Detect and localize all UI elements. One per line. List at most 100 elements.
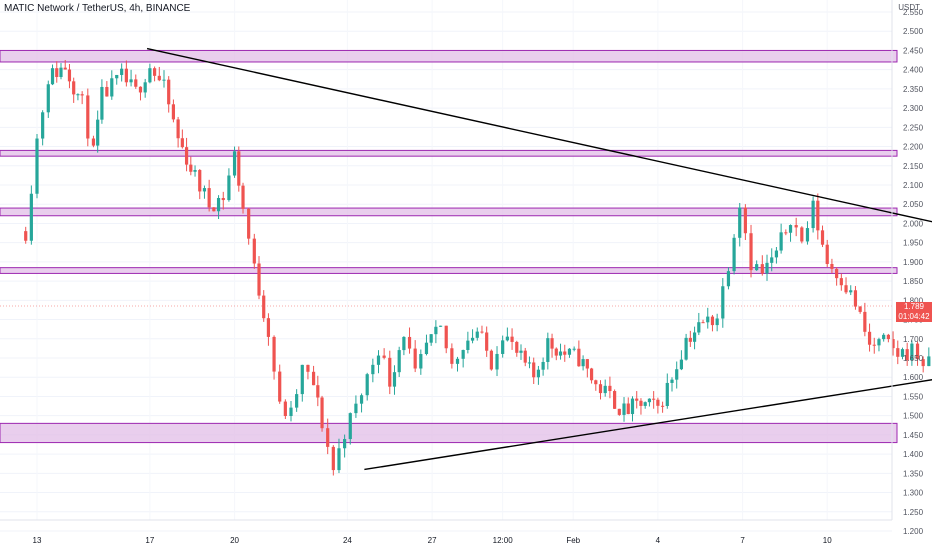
- candle-body: [424, 342, 429, 355]
- y-tick-label: 1.200: [903, 527, 924, 536]
- candle-body: [429, 334, 433, 343]
- candle-body: [382, 355, 386, 358]
- candle-body: [35, 138, 39, 194]
- candle-body: [311, 371, 316, 386]
- candle-body: [152, 68, 157, 76]
- candle-body: [738, 207, 742, 238]
- candle-body: [148, 68, 152, 83]
- candle-body: [359, 395, 364, 404]
- candle-body: [572, 348, 576, 350]
- candle-body: [124, 68, 128, 83]
- candle-body: [523, 350, 527, 363]
- y-axis[interactable]: 2.550 2.500 2.450 2.400 2.350 2.300 2.250 2.200…: [903, 8, 924, 536]
- candle-body: [283, 401, 287, 417]
- candle-body: [392, 372, 397, 387]
- candle-body: [76, 94, 80, 96]
- zone: [0, 267, 898, 274]
- y-tick-label: 1.300: [903, 489, 924, 498]
- candle-body: [326, 428, 330, 447]
- y-tick-label: 2.400: [903, 66, 924, 75]
- candle-body: [639, 400, 643, 406]
- candle-body: [770, 257, 774, 263]
- candle-body: [910, 343, 914, 361]
- zone: [0, 207, 898, 217]
- candle-body: [316, 385, 320, 398]
- candle-body: [120, 68, 124, 75]
- candle-body: [721, 286, 725, 319]
- candle-body: [434, 326, 438, 335]
- x-tick-label: 12:00: [493, 536, 514, 545]
- candle-body: [594, 380, 598, 385]
- candle-body: [80, 94, 84, 96]
- candle-body: [371, 364, 375, 375]
- candle-body: [541, 361, 545, 370]
- candle-body: [495, 353, 499, 370]
- candle-body: [811, 200, 815, 229]
- candle-body: [29, 193, 33, 241]
- zone: [0, 49, 898, 63]
- candle-body: [157, 75, 161, 81]
- candle-body: [171, 104, 176, 120]
- y-tick-label: 2.350: [903, 85, 924, 94]
- y-tick-label: 2.300: [903, 104, 924, 113]
- candle-body: [470, 337, 475, 341]
- candle-body: [660, 405, 665, 407]
- candle-body: [794, 225, 798, 228]
- candle-body: [227, 175, 231, 201]
- candle-body: [257, 263, 261, 296]
- y-tick-label: 2.200: [903, 143, 924, 152]
- currency-unit: USDT: [898, 3, 920, 12]
- candle-body: [295, 394, 299, 408]
- trendline: [364, 379, 932, 471]
- candle-body: [853, 290, 858, 307]
- candle-body: [891, 339, 895, 349]
- candle-body: [24, 231, 28, 241]
- candle-body: [72, 81, 76, 95]
- candle-body: [820, 230, 825, 245]
- candle-body: [110, 78, 114, 97]
- candle-body: [598, 384, 603, 394]
- candle-body: [554, 348, 558, 356]
- candle-body: [788, 225, 793, 233]
- candle-body: [505, 336, 509, 341]
- candle-body: [86, 95, 90, 139]
- y-tick-label: 1.900: [903, 258, 924, 267]
- candle-body: [221, 197, 225, 201]
- y-tick-label: 2.500: [903, 27, 924, 36]
- candle-body: [635, 398, 639, 401]
- candle-body: [402, 336, 406, 351]
- candle-body: [100, 86, 104, 120]
- candle-body: [67, 69, 72, 82]
- candle-body: [438, 325, 443, 327]
- candle-body: [613, 391, 617, 409]
- candle-body: [765, 262, 769, 274]
- candle-body: [536, 369, 541, 378]
- candle-body: [692, 332, 697, 342]
- candle-body: [626, 403, 630, 415]
- candle-body: [176, 119, 180, 139]
- candle-body: [59, 67, 63, 78]
- candle-body: [475, 331, 479, 338]
- x-tick-label: 24: [343, 536, 352, 545]
- candle-body: [348, 413, 352, 440]
- candle-body: [510, 336, 514, 342]
- candle-body: [882, 334, 886, 340]
- candle-body: [419, 354, 423, 369]
- y-tick-label: 2.450: [903, 46, 924, 55]
- candle-body: [466, 340, 470, 351]
- y-tick-label: 1.450: [903, 431, 924, 440]
- x-tick-label: Feb: [566, 536, 580, 545]
- candle-body: [900, 349, 905, 357]
- y-tick-label: 2.000: [903, 219, 924, 228]
- candle-body: [849, 290, 853, 293]
- y-tick-label: 2.100: [903, 181, 924, 190]
- candle-body: [701, 322, 705, 324]
- candle-body: [262, 295, 266, 319]
- candle-body: [585, 359, 589, 369]
- candle-body: [343, 439, 347, 449]
- candle-body: [162, 79, 166, 81]
- bar-countdown: 01:04:42: [898, 312, 930, 321]
